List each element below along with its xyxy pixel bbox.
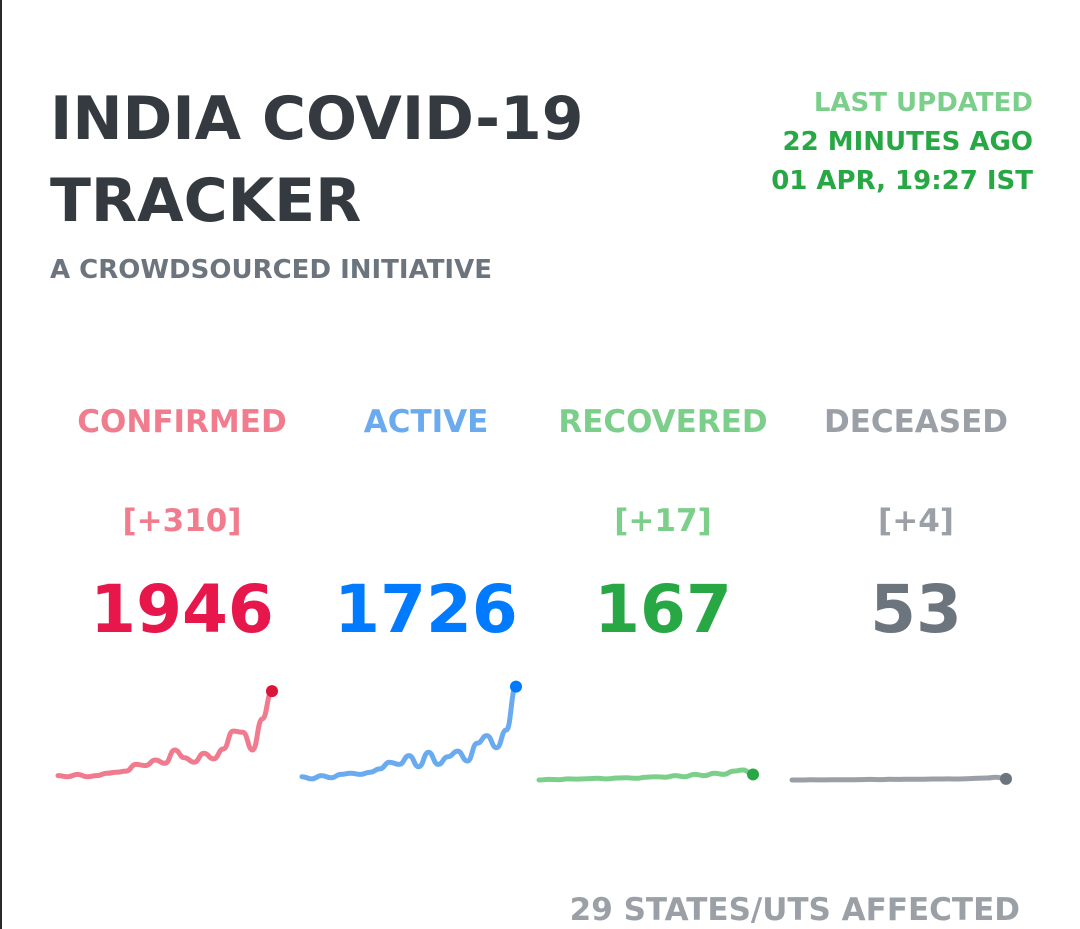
stat-delta: [+310] [122, 503, 242, 539]
sparkline [536, 767, 759, 783]
title-line-2: TRACKER [50, 166, 362, 236]
page-title: INDIA COVID-19 TRACKER [50, 78, 584, 242]
sparkline-end-dot [510, 680, 522, 693]
stat-label: ACTIVE [363, 404, 489, 440]
stat-count: 167 [594, 571, 732, 648]
stat-delta: [+17] [614, 503, 712, 539]
stat-label: DECEASED [823, 404, 1009, 440]
last-updated: LAST UPDATED 22 MINUTES AGO 01 APR, 19:2… [771, 84, 1033, 201]
sparkline [299, 680, 522, 782]
stat-count: 1946 [90, 571, 274, 648]
stat-label: RECOVERED [558, 404, 768, 440]
sparkline-end-dot [266, 685, 278, 698]
title-line-1: INDIA COVID-19 [50, 84, 584, 154]
last-updated-label: LAST UPDATED [813, 88, 1033, 118]
last-updated-relative: 22 MINUTES AGO [782, 127, 1034, 157]
stat-confirmed[interactable]: CONFIRMED [+310] 1946 [55, 400, 306, 800]
stat-deceased[interactable]: DECEASED [+4] 53 [789, 400, 1040, 800]
sparkline-trend [789, 774, 1009, 783]
page-subtitle: A CROWDSOURCED INITIATIVE [50, 255, 492, 285]
states-affected[interactable]: 29 STATES/UTS AFFECTED [569, 892, 1020, 928]
sparkline-end-dot [1000, 772, 1012, 785]
stat-delta: [+4] [878, 503, 954, 539]
sparkline-trend [55, 688, 275, 780]
stat-recovered[interactable]: RECOVERED [+17] 167 [536, 400, 787, 800]
stat-count: 53 [870, 571, 962, 648]
last-updated-timestamp: 01 APR, 19:27 IST [771, 166, 1033, 196]
stat-count: 1726 [334, 571, 518, 648]
sparkline [789, 772, 1012, 785]
sparkline [55, 685, 278, 780]
stat-active[interactable]: ACTIVE 1726 [299, 400, 550, 800]
sparkline-trend [299, 684, 519, 782]
window-edge [0, 0, 2, 929]
sparkline-trend [536, 767, 756, 783]
stat-label: CONFIRMED [77, 404, 287, 440]
sparkline-end-dot [747, 768, 759, 781]
